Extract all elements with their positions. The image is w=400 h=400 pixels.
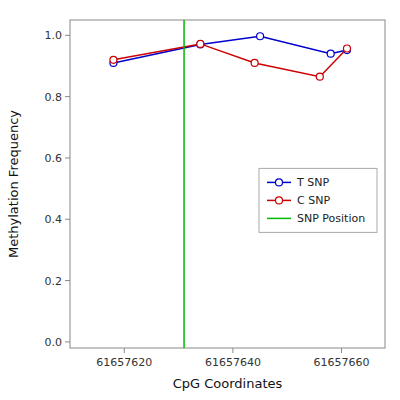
point [257,33,264,40]
legend-label: C SNP [297,194,330,207]
y-tick-label: 0.6 [45,152,63,165]
legend-swatch [267,218,291,220]
x-tick-label: 61657640 [205,356,261,369]
legend-label: SNP Position [297,212,365,225]
x-tick [341,348,342,353]
plot-frame [70,20,385,348]
y-axis-label: Methylation Frequency [6,110,21,258]
y-tick [65,96,70,97]
y-tick-label: 0.2 [45,275,63,288]
point [197,41,204,48]
legend: T SNP C SNP SNP Position [259,168,377,232]
legend-marker [276,179,283,186]
x-tick-label: 61657660 [314,356,370,369]
vertical-line [183,20,185,348]
x-tick-label: 61657620 [96,356,152,369]
y-tick [65,341,70,342]
point [327,50,334,57]
legend-marker [276,197,283,204]
point [251,59,258,66]
legend-box [259,168,377,232]
chart: 61657620 61657640 61657660 0.0 0.2 0.4 0.6 0.8 1… [0,0,400,400]
y-tick [65,280,70,281]
y-tick [65,157,70,158]
x-axis-label: CpG Coordinates [173,376,283,391]
y-tick [65,35,70,36]
plot-area [110,20,351,348]
x-tick [232,348,233,353]
y-tick-label: 0.8 [45,91,63,104]
series-line [113,44,347,77]
series-line [113,36,347,63]
y-tick-label: 0.0 [45,336,63,349]
point [110,56,117,63]
y-tick-label: 1.0 [45,29,63,42]
x-tick [124,348,125,353]
point [197,40,204,47]
point [343,45,350,52]
legend-label: T SNP [296,176,329,189]
y-tick [65,219,70,220]
point [316,73,323,80]
y-tick-label: 0.4 [45,213,63,226]
